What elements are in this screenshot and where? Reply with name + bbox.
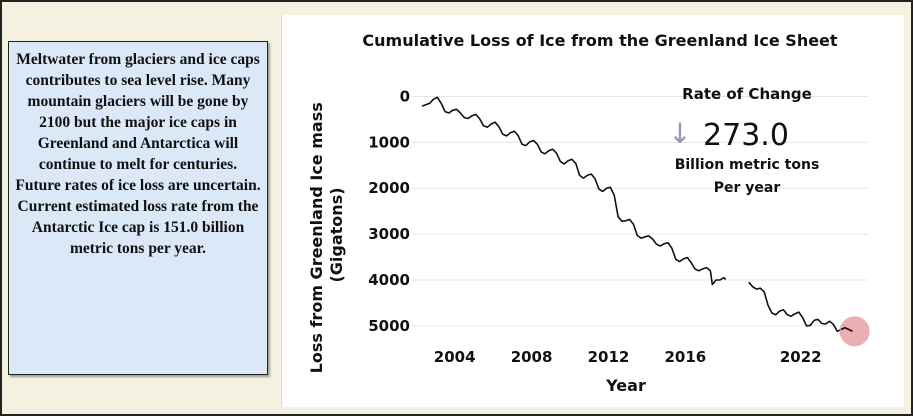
x-tick-label: 2022 — [780, 348, 822, 366]
y-tick-label: 2000 — [368, 179, 410, 197]
y-axis-label: Loss from Greenland Ice mass (Gigatons) — [307, 97, 346, 374]
current-value-marker — [839, 316, 870, 347]
grid-lines — [412, 95, 868, 327]
y-axis-label-line2: (Gigatons) — [327, 187, 346, 282]
y-tick-label: 3000 — [368, 225, 410, 243]
y-tick-label: 1000 — [368, 133, 410, 151]
x-tick-labels: 2004 2008 2012 2016 2022 — [434, 348, 822, 366]
rate-of-change-box: Rate of Change ↓ 273.0 Billion metric to… — [668, 85, 819, 196]
series-line-segment — [748, 281, 853, 333]
x-axis-label: Year — [605, 376, 646, 395]
ice-loss-chart: Cumulative Loss of Ice from the Greenlan… — [307, 31, 870, 395]
last-point-marker — [839, 316, 870, 347]
series-line-segment — [421, 96, 727, 286]
x-tick-label: 2008 — [511, 348, 553, 366]
rate-unit-line1: Billion metric tons — [675, 157, 820, 173]
rate-unit-line2: Per year — [714, 180, 781, 196]
series-line — [421, 96, 853, 333]
rate-value: 273.0 — [703, 118, 789, 153]
chart-title: Cumulative Loss of Ice from the Greenlan… — [362, 31, 837, 50]
y-tick-label: 5000 — [368, 317, 410, 335]
info-text-box: Meltwater from glaciers and ice caps con… — [8, 41, 268, 375]
down-arrow-icon: ↓ — [668, 117, 691, 150]
y-tick-label: 0 — [400, 87, 410, 105]
series-line-end — [840, 326, 853, 333]
x-tick-label: 2016 — [664, 348, 706, 366]
info-text: Meltwater from glaciers and ice caps con… — [15, 51, 261, 257]
y-tick-label: 4000 — [368, 271, 410, 289]
x-tick-label: 2012 — [588, 348, 630, 366]
y-tick-labels: 0 1000 2000 3000 4000 5000 — [368, 87, 410, 334]
chart-panel: Cumulative Loss of Ice from the Greenlan… — [281, 15, 904, 407]
y-axis-label-line1: Loss from Greenland Ice mass — [307, 102, 326, 373]
x-tick-label: 2004 — [434, 348, 476, 366]
rate-title: Rate of Change — [682, 85, 812, 103]
